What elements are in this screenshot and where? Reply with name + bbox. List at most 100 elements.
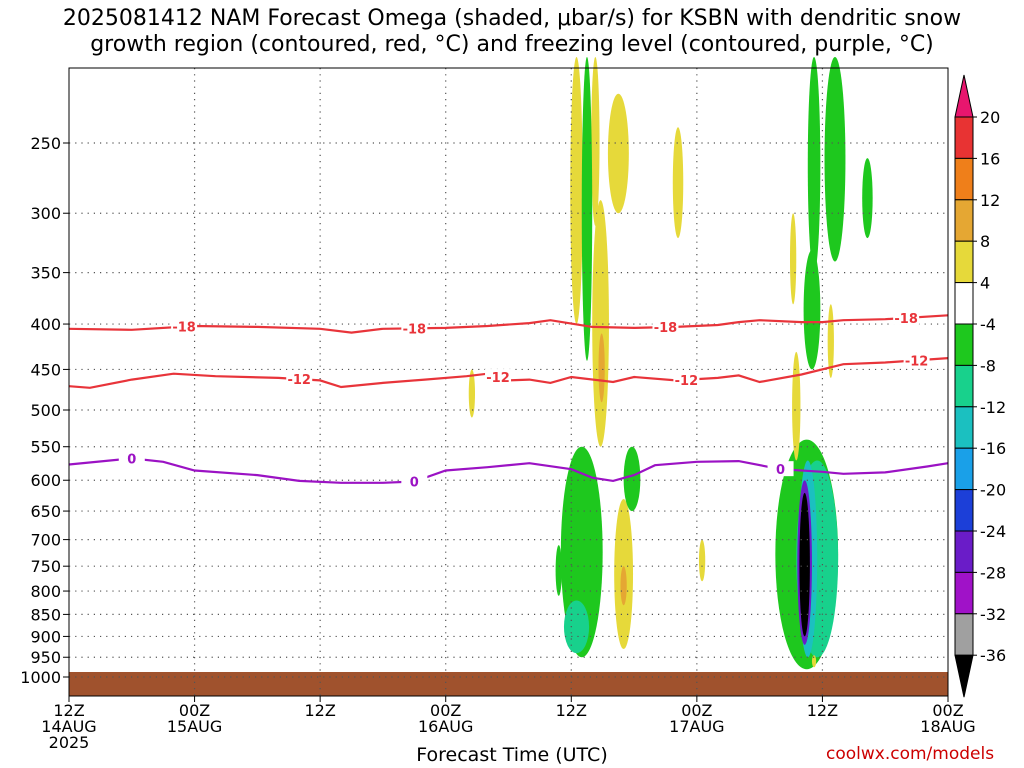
colorbar-segment-9 xyxy=(954,447,974,491)
y-tick-label-350: 350 xyxy=(30,264,61,283)
omega-region-7 xyxy=(598,333,605,403)
contour-freezing-0-label-0: 0 xyxy=(127,452,136,467)
x-tick-label-0-1: 12Z xyxy=(53,701,84,720)
x-tick-label-12-2: 15AUG xyxy=(167,717,222,736)
y-tick-label-300: 300 xyxy=(30,204,61,223)
colorbar-label-10: -24 xyxy=(980,522,1006,541)
contour-freezing-0-label-2: 0 xyxy=(776,463,785,478)
x-tick-label-84-2: 18AUG xyxy=(920,717,975,736)
colorbar-segment-13 xyxy=(954,613,974,656)
x-tick-label-36-1: 00Z xyxy=(430,701,461,720)
x-tick-label-0-2: 14AUG xyxy=(41,717,96,736)
contour-freezing-0-label-bg-2 xyxy=(767,461,794,477)
contour-temp--12-label-bg-3 xyxy=(903,352,930,368)
y-tick-label-450: 450 xyxy=(30,360,61,379)
contour-temp--12-label-bg-0 xyxy=(286,371,313,387)
colorbar-label-12: -32 xyxy=(980,605,1006,624)
contour-temp--18-label-bg-3 xyxy=(893,309,920,325)
colorbar-label-11: -28 xyxy=(980,563,1006,582)
y-tick-label-850: 850 xyxy=(30,605,61,624)
y-tick-label-950: 950 xyxy=(30,648,61,667)
y-tick-label-1000: 1000 xyxy=(20,668,61,687)
omega-region-4 xyxy=(672,127,684,239)
contour-temp--18-label-bg-2 xyxy=(652,319,679,335)
x-tick-label-36-2: 16AUG xyxy=(418,717,473,736)
y-axis: 250 300 350 400 450 500 550 600 650 700 750 800 850 9… xyxy=(20,134,69,687)
contour-temp--18-label-1: -18 xyxy=(403,322,427,337)
contour-temp--12-label-bg-1 xyxy=(485,369,512,385)
omega-region-12 xyxy=(563,600,590,654)
chart-title: 2025081412 NAM Forecast Omega (shaded, μ… xyxy=(0,6,1024,58)
colorbar-label-2: 12 xyxy=(980,191,1000,210)
colorbar-segment-1 xyxy=(954,116,974,159)
grid-layer xyxy=(69,68,948,696)
omega-region-14 xyxy=(623,446,641,512)
colorbar-segment-5 xyxy=(954,282,974,325)
omega-region-1 xyxy=(570,57,583,325)
colorbar-label-13: -36 xyxy=(980,646,1006,665)
x-tick-label-12-1: 00Z xyxy=(179,701,210,720)
omega-region-6 xyxy=(592,200,609,447)
y-tick-label-250: 250 xyxy=(30,134,61,153)
omega-region-3 xyxy=(607,93,629,214)
contour-temp--12-label-0: -12 xyxy=(287,373,311,388)
contour-temp--12-label-bg-2 xyxy=(673,371,700,387)
contour-temp--18 xyxy=(68,314,949,334)
x-tick-label-60-2: 17AUG xyxy=(669,717,724,736)
colorbar-segment-7 xyxy=(954,364,974,408)
contour-temp--12-label-2: -12 xyxy=(675,374,699,389)
x-tick-label-24-1: 12Z xyxy=(304,701,335,720)
omega-region-0 xyxy=(468,369,476,418)
y-tick-label-700: 700 xyxy=(30,531,61,550)
contour-layer: -18 -18 -18 -18 -12 -12 -12 -12 0 0 0 xyxy=(68,309,949,491)
chart-title-line1: 2025081412 NAM Forecast Omega (shaded, μ… xyxy=(62,6,962,31)
credit-text: coolwx.com/models xyxy=(826,744,995,764)
contour-temp--18-label-bg-1 xyxy=(401,320,428,336)
contour-temp--18-label-2: -18 xyxy=(654,321,678,336)
colorbar-segment-8 xyxy=(954,406,974,449)
colorbar-segment-12 xyxy=(954,571,974,615)
omega-shading-layer xyxy=(468,57,873,670)
ground-layer xyxy=(69,672,948,696)
contour-temp--12 xyxy=(68,357,949,389)
colorbar-label-7: -12 xyxy=(980,398,1006,417)
y-tick-label-650: 650 xyxy=(30,502,61,521)
colorbar-segment-6 xyxy=(954,323,974,366)
chart-title-line2: growth region (contoured, red, °C) and f… xyxy=(90,32,934,57)
colorbar-bottom-arrow xyxy=(954,654,974,698)
omega-region-26 xyxy=(827,304,834,378)
colorbar-segment-4 xyxy=(954,240,974,284)
colorbar-label-3: 8 xyxy=(980,232,990,251)
colorbar-segment-2 xyxy=(954,157,974,201)
x-axis-title: Forecast Time (UTC) xyxy=(416,744,608,766)
contour-temp--12-label-3: -12 xyxy=(905,354,929,369)
colorbar-segment-3 xyxy=(954,199,974,242)
contour-temp--18-label-0: -18 xyxy=(172,321,196,336)
x-tick-label-84-1: 00Z xyxy=(932,701,963,720)
omega-region-5 xyxy=(581,57,593,361)
y-tick-label-900: 900 xyxy=(30,627,61,646)
omega-region-15 xyxy=(807,57,821,273)
colorbar-label-4: 4 xyxy=(980,274,990,293)
omega-region-24 xyxy=(789,213,797,305)
y-tick-label-600: 600 xyxy=(30,471,61,490)
omega-region-23 xyxy=(799,492,810,637)
y-tick-label-500: 500 xyxy=(30,401,61,420)
colorbar-label-0: 20 xyxy=(980,108,1000,127)
x-tick-label-60-1: 00Z xyxy=(681,701,712,720)
contour-freezing-0-label-1: 0 xyxy=(410,476,419,491)
colorbar-label-1: 16 xyxy=(980,149,1000,168)
ground-surface xyxy=(69,672,948,696)
colorbar-label-8: -16 xyxy=(980,439,1006,458)
omega-region-9 xyxy=(620,566,627,606)
colorbar-label-9: -20 xyxy=(980,481,1006,500)
colorbar: 20 16 12 8 4 -4 -8 -12 -16 -20 -24 -28 -32 -36 xyxy=(954,74,1006,698)
omega-region-27 xyxy=(811,655,817,668)
x-tick-label-72-1: 12Z xyxy=(807,701,838,720)
colorbar-label-6: -8 xyxy=(980,356,996,375)
contour-freezing-0-label-bg-0 xyxy=(118,450,145,466)
omega-region-25 xyxy=(792,351,801,461)
omega-region-17 xyxy=(862,158,873,239)
